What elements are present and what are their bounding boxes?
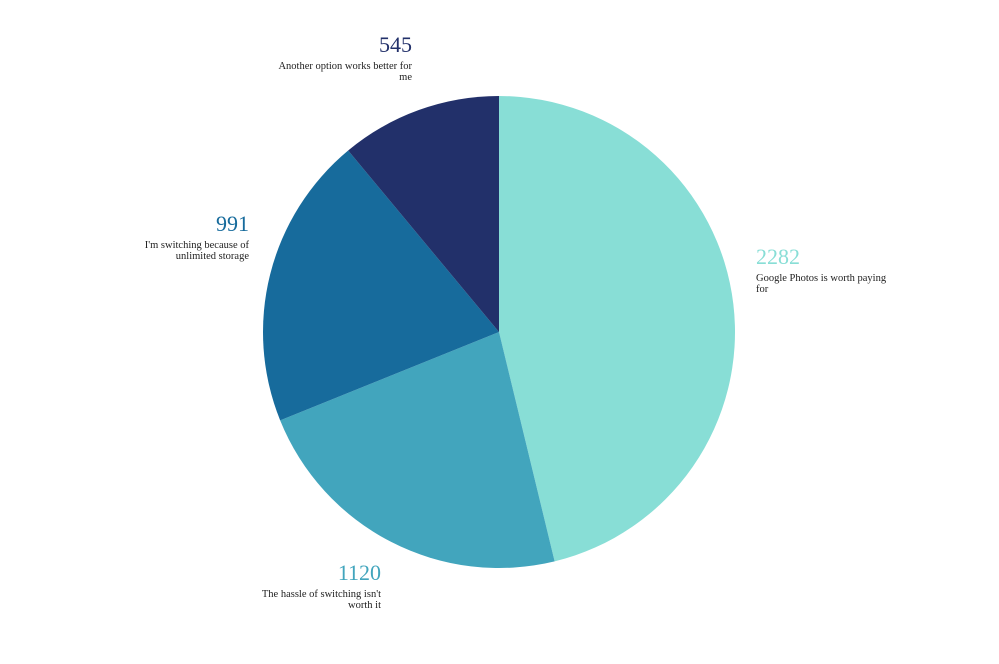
slice-text-google-photos: Google Photos is worth paying for	[756, 273, 887, 295]
pie-slice-unlimited-storage	[262, 150, 499, 421]
slice-value-google-photos: 2282	[756, 244, 800, 269]
pie-slice-hassle	[280, 332, 555, 569]
slice-text-another-option: Another option works better for me	[278, 61, 412, 83]
slice-label-hassle: 1120 The hassle of switching isn't worth…	[241, 560, 381, 612]
pie-slice-another-option	[348, 96, 499, 332]
slice-label-unlimited-storage: 991 I'm switching because of unlimited s…	[109, 211, 249, 263]
slice-text-unlimited-storage: I'm switching because of unlimited stora…	[144, 240, 249, 262]
slice-value-unlimited-storage: 991	[216, 211, 249, 236]
slice-label-another-option: 545 Another option works better for me	[272, 32, 412, 84]
slice-value-hassle: 1120	[337, 560, 381, 585]
slice-label-google-photos: 2282 Google Photos is worth paying for	[756, 244, 896, 296]
slice-text-hassle: The hassle of switching isn't worth it	[261, 589, 381, 611]
pie-slice-google-photos	[499, 96, 736, 562]
pie-slices	[262, 96, 736, 569]
slice-value-another-option: 545	[379, 32, 412, 57]
